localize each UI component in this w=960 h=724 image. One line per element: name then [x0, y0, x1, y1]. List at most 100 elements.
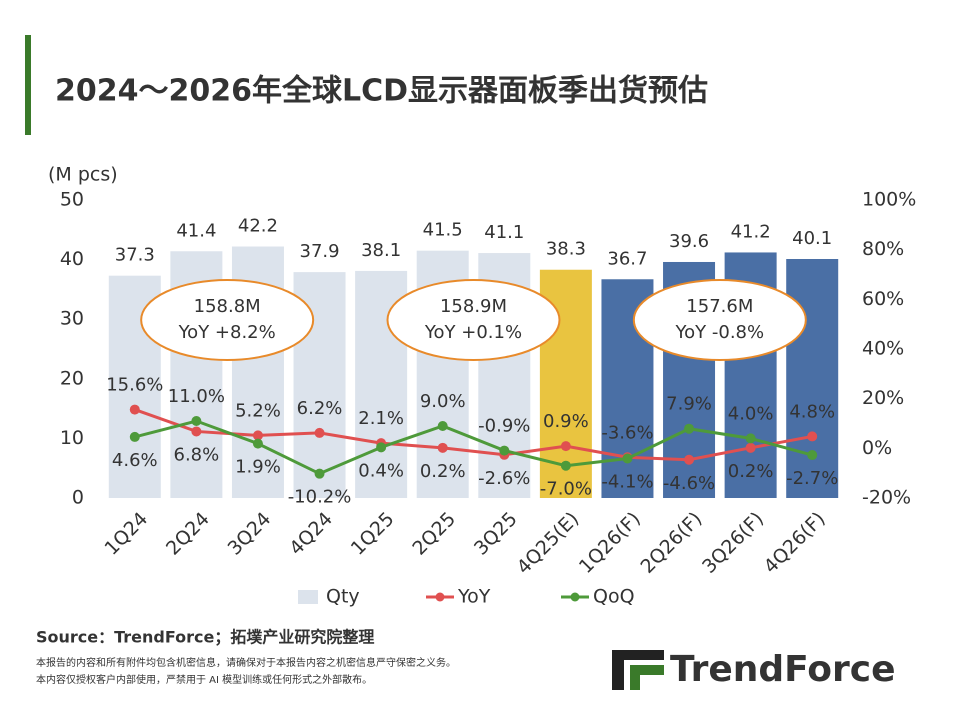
legend-label: YoY — [457, 586, 491, 608]
y-tick-label: 10 — [60, 427, 84, 449]
line-value-label: -4.1% — [601, 472, 653, 493]
line-value-label: -7.0% — [540, 479, 592, 500]
bar-value-label: 42.2 — [238, 215, 278, 236]
line-value-label: -4.6% — [663, 473, 715, 494]
y-tick-label: 30 — [60, 308, 84, 330]
line-value-label: -10.2% — [288, 487, 352, 508]
line-value-label: -2.6% — [478, 468, 530, 489]
line-value-label: 0.4% — [358, 460, 404, 481]
y2-tick-label: 80% — [862, 238, 904, 260]
note: 本报告的内容和所有附件均包含机密信息，请确保对于本报告内容之机密信息严守保密之义… — [36, 656, 456, 669]
bar-value-label: 41.5 — [423, 220, 463, 241]
line-point — [191, 426, 202, 437]
line-value-label: 5.2% — [235, 400, 281, 421]
y2-tick-label: 60% — [862, 288, 904, 310]
line-value-label: 6.8% — [174, 444, 220, 465]
line-point — [499, 445, 510, 456]
annotation-text: 158.9M — [440, 296, 507, 317]
line-point — [560, 441, 571, 452]
y-tick-label: 50 — [60, 189, 84, 211]
line-value-label: 6.2% — [297, 398, 343, 419]
line — [134, 419, 813, 476]
annotation-text: YoY +0.1% — [424, 322, 522, 343]
line-point — [684, 423, 695, 434]
x-tick-label: 4Q26(F) — [760, 508, 830, 578]
bar-value-label: 41.2 — [731, 221, 771, 242]
line-value-label: 0.9% — [543, 411, 589, 432]
annotation-text: YoY -0.8% — [675, 322, 765, 343]
x-tick-label: 2Q26(F) — [636, 508, 706, 578]
annotation-ellipse — [632, 279, 807, 361]
x-tick-label: 4Q25(E) — [513, 508, 584, 579]
annotation-text: YoY +8.2% — [178, 322, 276, 343]
line-point — [437, 420, 448, 431]
line-point — [252, 438, 263, 449]
legend-swatch — [435, 592, 445, 602]
bar-value-label: 36.7 — [607, 248, 647, 269]
x-tick-label: 3Q25 — [470, 508, 522, 560]
legend-label: QoQ — [593, 586, 635, 608]
y-axis-label: (M pcs) — [48, 164, 118, 186]
line-point — [745, 442, 756, 453]
line-point — [314, 427, 325, 438]
line-value-label: 7.9% — [666, 394, 712, 415]
line-point — [622, 453, 633, 464]
legend-swatch — [298, 590, 318, 604]
y2-tick-label: 40% — [862, 338, 904, 360]
x-tick-label: 4Q24 — [285, 508, 337, 560]
line-value-label: 15.6% — [106, 375, 163, 396]
bar-value-label: 39.6 — [669, 231, 709, 252]
annotation-ellipse — [140, 279, 315, 361]
line-point — [437, 442, 448, 453]
bar-value-label: 40.1 — [792, 228, 832, 249]
note: 本内容仅授权客户内部使用，严禁用于 AI 模型训练或任何形式之外部散布。 — [36, 673, 372, 686]
bar-value-label: 38.1 — [361, 240, 401, 261]
x-tick-label: 1Q26(F) — [575, 508, 645, 578]
logo-text: TrendForce — [670, 649, 896, 690]
x-tick-label: 3Q24 — [224, 508, 276, 560]
bar-value-label: 41.4 — [176, 220, 216, 241]
logo-icon — [612, 650, 664, 690]
chart-title: 2024～2026年全球LCD显示器面板季出货预估 — [55, 74, 708, 109]
bar — [786, 259, 839, 498]
line-value-label: -3.6% — [601, 422, 653, 443]
line-point — [807, 450, 818, 461]
x-tick-label: 3Q26(F) — [698, 508, 768, 578]
bar-value-label: 37.3 — [115, 245, 155, 266]
line — [134, 408, 813, 462]
line-value-label: 0.2% — [728, 461, 774, 482]
line-value-label: 4.0% — [728, 403, 774, 424]
line-point — [560, 460, 571, 471]
annotation-text: 157.6M — [686, 296, 753, 317]
legend-swatch — [570, 592, 580, 602]
x-tick-label: 1Q25 — [347, 508, 399, 560]
y2-tick-label: 20% — [862, 387, 904, 409]
line-value-label: 4.8% — [789, 401, 835, 422]
x-tick-label: 2Q24 — [162, 508, 214, 560]
y-tick-label: 40 — [60, 248, 84, 270]
y2-tick-label: 0% — [862, 437, 892, 459]
line-value-label: 9.0% — [420, 391, 466, 412]
x-tick-label: 2Q25 — [408, 508, 460, 560]
y-tick-label: 0 — [72, 487, 84, 509]
y-tick-label: 20 — [60, 367, 84, 389]
line-value-label: 11.0% — [168, 386, 225, 407]
bar-value-label: 37.9 — [300, 241, 340, 262]
bar-value-label: 38.3 — [546, 239, 586, 260]
line-value-label: -0.9% — [478, 416, 530, 437]
bar-value-label: 41.1 — [484, 222, 524, 243]
line-value-label: 2.1% — [358, 408, 404, 429]
line-value-label: 1.9% — [235, 457, 281, 478]
line-point — [376, 442, 387, 453]
annotation-text: 158.8M — [194, 296, 261, 317]
x-tick-label: 1Q24 — [100, 508, 152, 560]
source: Source：TrendForce；拓墣产业研究院整理 — [36, 628, 374, 647]
line-point — [807, 431, 818, 442]
line-point — [191, 416, 202, 427]
line-value-label: -2.7% — [786, 468, 838, 489]
line-point — [252, 430, 263, 441]
y2-tick-label: 100% — [862, 189, 916, 211]
line-value-label: 0.2% — [420, 461, 466, 482]
